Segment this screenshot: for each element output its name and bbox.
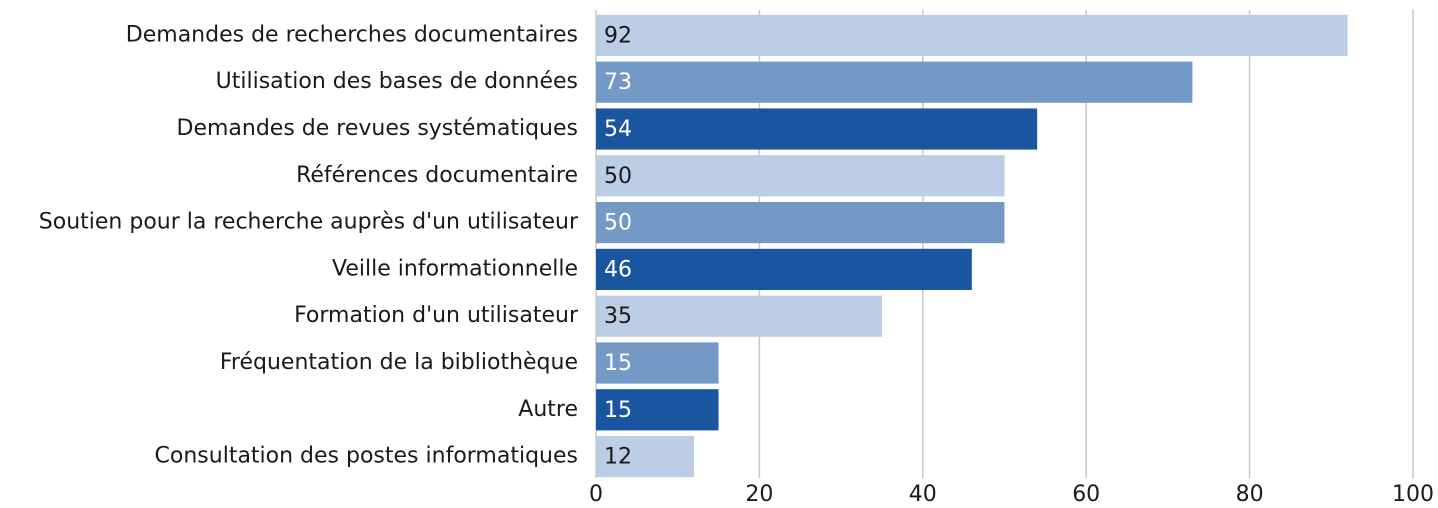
y-tick-label: Demandes de recherches documentaires [126, 22, 578, 47]
y-tick-label: Références documentaire [296, 163, 578, 188]
value-label: 35 [604, 304, 632, 329]
value-label: 50 [604, 164, 632, 189]
value-label: 12 [604, 445, 632, 470]
bar [596, 295, 882, 337]
value-label: 15 [604, 351, 632, 376]
y-tick-label: Autre [518, 397, 578, 422]
x-tick-label: 80 [1236, 482, 1264, 507]
x-tick-label: 60 [1072, 482, 1100, 507]
x-tick-label: 20 [745, 482, 773, 507]
value-label: 54 [604, 117, 632, 142]
value-label: 92 [604, 23, 632, 48]
x-tick-label: 100 [1392, 482, 1434, 507]
bar [596, 108, 1038, 150]
y-tick-label: Demandes de revues systématiques [177, 116, 579, 141]
bar [596, 436, 695, 478]
bar [596, 342, 719, 384]
y-tick-label: Formation d'un utilisateur [294, 303, 579, 328]
value-label: 46 [604, 257, 632, 282]
bar [596, 202, 1005, 244]
bar [596, 14, 1348, 56]
y-tick-label: Fréquentation de la bibliothèque [220, 350, 578, 375]
y-tick-label: Utilisation des bases de données [216, 69, 578, 94]
y-tick-label: Soutien pour la recherche auprès d'un ut… [39, 210, 579, 235]
value-label: 73 [604, 70, 632, 95]
x-tick-label: 0 [589, 482, 603, 507]
y-tick-label: Consultation des postes informatiques [155, 444, 578, 469]
bar [596, 61, 1193, 103]
value-label: 15 [604, 398, 632, 423]
y-tick-label: Veille informationnelle [332, 256, 578, 281]
bar [596, 389, 719, 431]
bar [596, 248, 972, 290]
bar [596, 155, 1005, 197]
value-label: 50 [604, 211, 632, 236]
x-tick-label: 40 [909, 482, 937, 507]
